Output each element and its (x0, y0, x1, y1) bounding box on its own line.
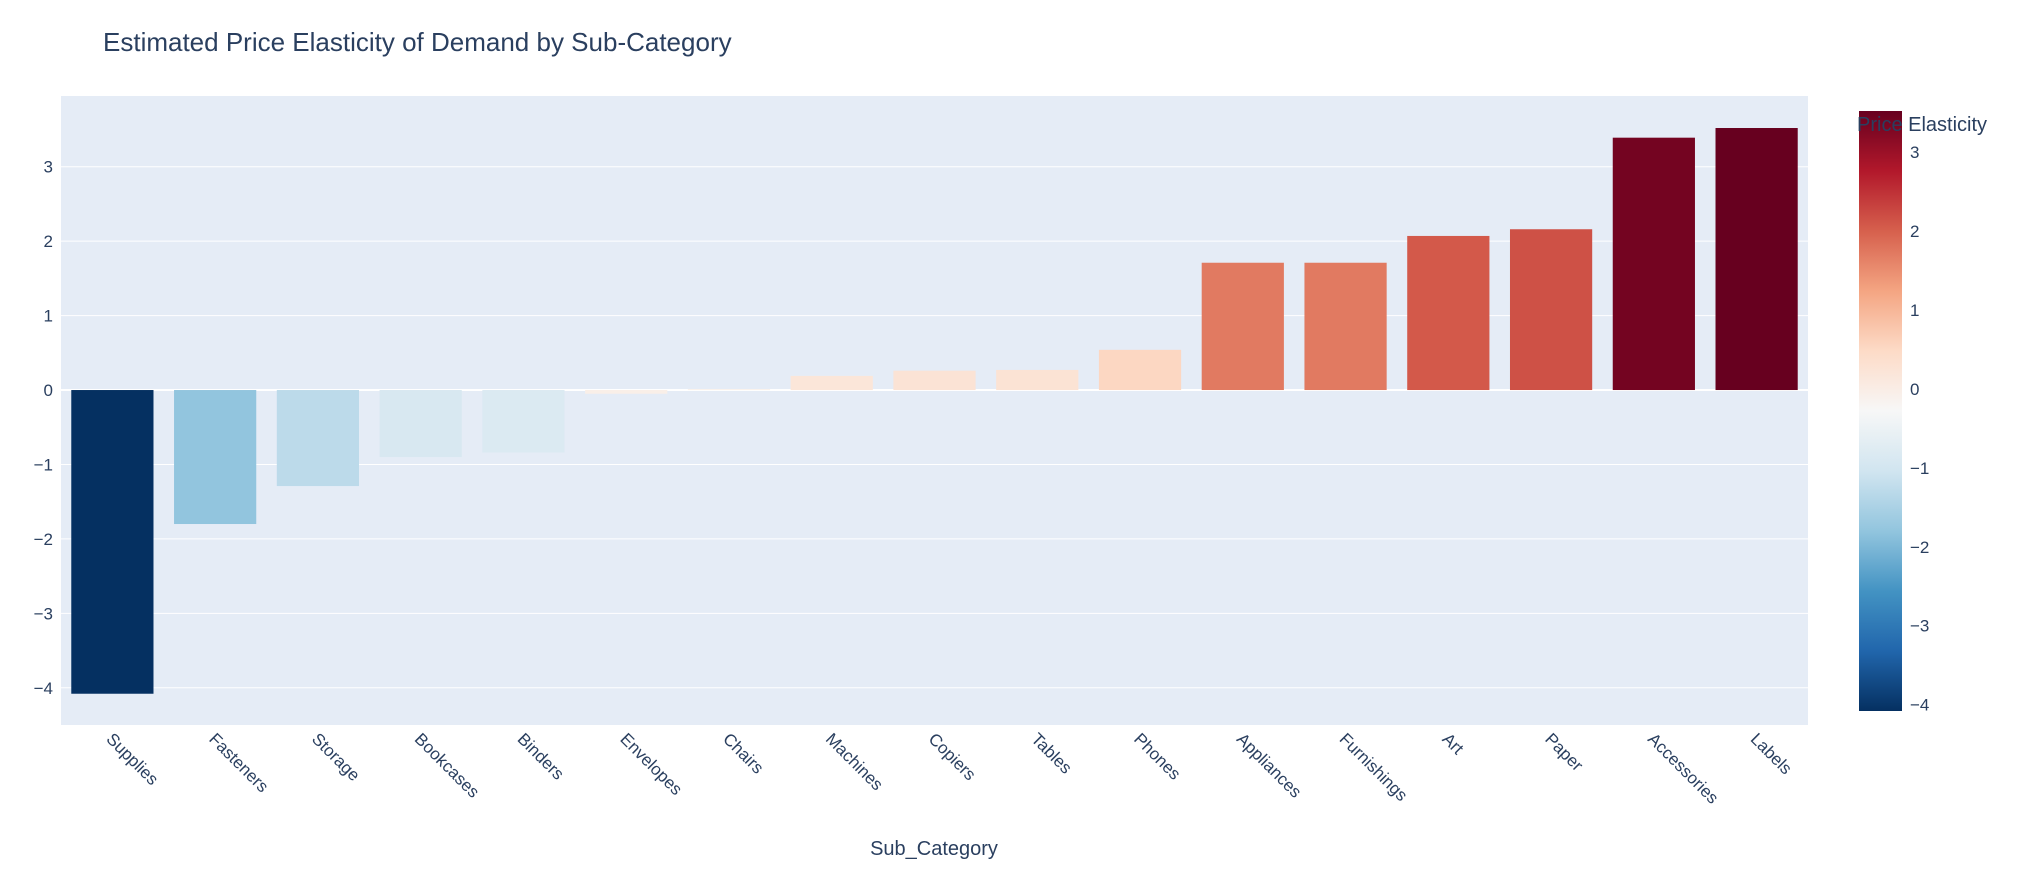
x-tick-label: Appliances (1233, 729, 1305, 801)
bar-fasteners[interactable] (174, 390, 257, 525)
colorbar-title: Price Elasticity (1857, 114, 1987, 136)
bar-binders[interactable] (482, 390, 565, 453)
colorbar-tick-label: −4 (1910, 696, 1929, 715)
x-tick-label: Machines (822, 729, 887, 794)
y-tick-label: 3 (44, 158, 53, 177)
x-tick-label: Phones (1130, 729, 1184, 783)
bar-storage[interactable] (276, 390, 360, 487)
y-tick-label: −4 (34, 679, 53, 698)
bar-bookcases[interactable] (379, 390, 462, 458)
colorbar-tick-label: 3 (1910, 143, 1919, 162)
y-tick-label: 2 (44, 232, 53, 251)
colorbar (1859, 111, 1902, 711)
y-tick-label: 1 (44, 307, 53, 326)
bar-tables[interactable] (996, 369, 1079, 391)
y-tick-label: −3 (34, 604, 53, 623)
x-axis-title: Sub_Category (870, 838, 998, 860)
x-tick-label: Furnishings (1336, 729, 1412, 805)
bar-accessories[interactable] (1612, 137, 1695, 391)
y-tick-label: −2 (34, 530, 53, 549)
colorbar-tick-label: 1 (1910, 301, 1919, 320)
x-tick-label: Copiers (925, 729, 980, 784)
bar-chairs[interactable] (687, 389, 771, 391)
x-tick-label: Paper (1541, 729, 1587, 775)
bar-copiers[interactable] (893, 370, 976, 391)
bar-paper[interactable] (1509, 229, 1593, 391)
bars (71, 128, 1798, 694)
x-tick-label: Envelopes (616, 729, 686, 799)
y-tick-label: 0 (44, 381, 53, 400)
colorbar-tick-label: −3 (1910, 617, 1929, 636)
x-tick-label: Bookcases (411, 729, 483, 801)
bar-furnishings[interactable] (1304, 262, 1387, 391)
x-tick-label: Binders (514, 729, 568, 783)
bar-envelopes[interactable] (585, 390, 668, 394)
bar-machines[interactable] (790, 375, 873, 391)
colorbar-tick-label: 0 (1910, 380, 1919, 399)
y-tick-labels: −4 −3 −2 −1 0 1 2 3 (34, 158, 53, 698)
x-tick-labels: Supplies Fasteners Storage Bookcases Binders… (103, 729, 1796, 807)
x-tick-label: Labels (1747, 729, 1796, 778)
colorbar-tick-label: −2 (1910, 538, 1929, 557)
x-tick-label: Art (1438, 729, 1467, 758)
bar-phones[interactable] (1098, 349, 1182, 391)
x-tick-label: Supplies (103, 729, 163, 789)
x-tick-label: Tables (1027, 729, 1075, 777)
bar-appliances[interactable] (1201, 262, 1284, 391)
bar-supplies[interactable] (71, 390, 154, 694)
bar-art[interactable] (1407, 235, 1490, 391)
y-tick-label: −1 (34, 455, 53, 474)
x-tick-label: Accessories (1644, 729, 1722, 807)
chart-title: Estimated Price Elasticity of Demand by … (103, 27, 732, 57)
colorbar-tick-labels: −4 −3 −2 −1 0 1 2 3 (1910, 143, 1929, 715)
colorbar-tick-label: 2 (1910, 222, 1919, 241)
x-tick-label: Fasteners (205, 729, 272, 796)
x-tick-label: Storage (308, 729, 364, 785)
colorbar-tick-label: −1 (1910, 459, 1929, 478)
bar-labels[interactable] (1715, 128, 1798, 391)
x-tick-label: Chairs (719, 729, 767, 777)
